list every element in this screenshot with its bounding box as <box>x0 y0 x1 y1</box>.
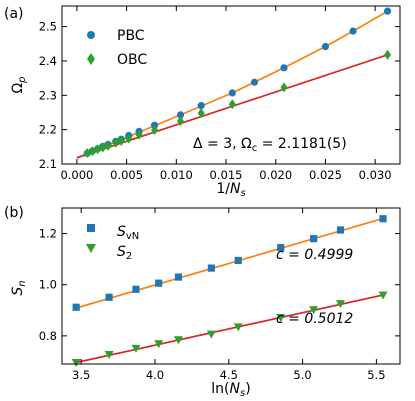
fit-line <box>75 217 384 309</box>
data-point-triangle-down <box>104 351 114 360</box>
data-point-square <box>174 273 183 281</box>
data-point-diamond <box>94 144 102 155</box>
panel-b-x-axis-label: ln(Ns) <box>211 381 250 399</box>
data-point-diamond <box>99 142 107 153</box>
legend-pbc-label: PBC <box>117 28 145 44</box>
x-tick-label: 4.5 <box>220 368 238 382</box>
data-point-triangle-down <box>309 306 319 315</box>
data-point-square <box>336 226 345 234</box>
x-tick-label: 0.010 <box>160 168 193 182</box>
panel-a-label: (a) <box>4 6 24 22</box>
panel-b-frame <box>61 207 401 365</box>
data-point-triangle-down <box>206 330 216 339</box>
data-point-triangle-down <box>378 291 388 300</box>
panel-a-annotation: Δ = 3, Ωc = 2.1181(5) <box>193 136 347 154</box>
legend-s2-label: S2 <box>117 244 132 262</box>
legend-svn-label: SvN <box>117 224 139 242</box>
x-tick-label: 0.025 <box>309 168 342 182</box>
y-tick-label: 2.3 <box>39 88 57 102</box>
panel-b-ticks: 3.5 4.0 4.5 5.0 5.5 0.8 1.0 1.2 <box>39 208 400 382</box>
panel-a-data-points <box>83 7 392 159</box>
x-tick-label: 3.5 <box>72 368 90 382</box>
legend-pbc-marker <box>87 31 95 39</box>
data-point-square <box>310 235 318 243</box>
panel-b-annotation-svn: c = 0.4999 <box>276 247 353 263</box>
data-point-triangle-down <box>131 344 141 353</box>
data-point-circle <box>280 64 288 72</box>
data-point-square <box>105 293 113 301</box>
data-point-square <box>234 256 242 265</box>
y-tick-label: 2.5 <box>39 20 57 34</box>
data-point-circle <box>176 111 185 119</box>
y-tick-label: 0.8 <box>39 329 57 343</box>
x-tick-label: 5.0 <box>293 368 311 382</box>
panel-b-annotation-s2: c = 0.5012 <box>276 311 353 327</box>
data-point-square <box>155 279 163 287</box>
panel-b-legend: SvN S2 <box>86 224 139 262</box>
data-point-diamond <box>197 108 205 119</box>
data-point-square <box>72 303 80 311</box>
data-point-diamond <box>104 140 112 151</box>
panel-b-label: (b) <box>4 205 24 221</box>
y-tick-label: 1.0 <box>39 278 57 292</box>
data-point-triangle-down <box>233 323 243 332</box>
data-point-triangle-down <box>173 336 183 345</box>
data-point-square <box>132 285 140 293</box>
y-tick-label: 2.1 <box>39 157 57 171</box>
legend-obc-marker <box>87 53 95 65</box>
y-tick-label: 2.4 <box>39 54 57 68</box>
x-tick-label: 0.000 <box>60 168 93 182</box>
panel-b-data-points <box>71 215 388 367</box>
y-tick-label: 1.2 <box>39 227 57 241</box>
data-point-diamond <box>228 99 236 110</box>
x-tick-label: 0.020 <box>259 168 292 182</box>
data-point-diamond <box>384 49 392 60</box>
data-point-diamond <box>112 137 120 148</box>
x-tick-label: 0.005 <box>110 168 143 182</box>
panel-b: (b) 3.5 4.0 4.5 5.0 5.5 0.8 1.0 1.2 ln(Ns) Sn S… <box>4 205 401 399</box>
panel-a-ticks: 0.000 0.005 0.010 0.015 0.020 0.025 0.030 2.1 2.… <box>39 6 400 182</box>
data-point-triangle-down <box>276 313 286 322</box>
panel-a-x-axis-label: 1/Ns <box>216 181 245 199</box>
data-point-diamond <box>125 133 133 144</box>
data-point-circle <box>383 7 392 15</box>
panel-b-fit-lines <box>75 217 384 364</box>
data-point-circle <box>349 27 357 35</box>
data-point-circle <box>250 78 259 86</box>
legend-obc-label: OBC <box>117 52 147 68</box>
y-tick-label: 2.2 <box>39 123 57 137</box>
data-point-circle <box>228 89 236 97</box>
data-point-diamond <box>117 135 125 146</box>
panel-b-y-axis-label: Sn <box>10 280 28 295</box>
x-tick-label: 0.030 <box>359 168 392 182</box>
panel-a-y-axis-label: Ωp <box>10 76 28 93</box>
data-point-diamond <box>83 148 91 159</box>
x-tick-label: 4.0 <box>146 368 164 382</box>
data-point-triangle-down <box>154 340 164 349</box>
legend-svn-marker <box>87 224 95 232</box>
data-point-diamond <box>176 116 184 127</box>
data-point-circle <box>321 42 330 51</box>
data-point-triangle-down <box>71 358 81 367</box>
panel-a-legend: PBC OBC <box>87 28 147 68</box>
fit-line <box>76 294 384 364</box>
legend-s2-marker <box>86 244 96 253</box>
data-point-diamond <box>151 124 159 135</box>
x-tick-label: 5.5 <box>367 368 385 382</box>
data-point-triangle-down <box>336 300 346 309</box>
data-point-circle <box>197 102 205 110</box>
panel-a-frame <box>61 5 401 165</box>
panel-a: (a) 0.000 0.005 0.010 0.015 0.020 0.025 0.030 2… <box>4 5 401 199</box>
data-point-square <box>379 215 387 223</box>
data-point-diamond <box>280 82 288 93</box>
data-point-diamond <box>88 146 96 157</box>
x-tick-label: 0.015 <box>210 168 243 182</box>
data-point-diamond <box>135 129 143 140</box>
data-point-square <box>277 244 285 252</box>
data-point-square <box>207 264 215 272</box>
